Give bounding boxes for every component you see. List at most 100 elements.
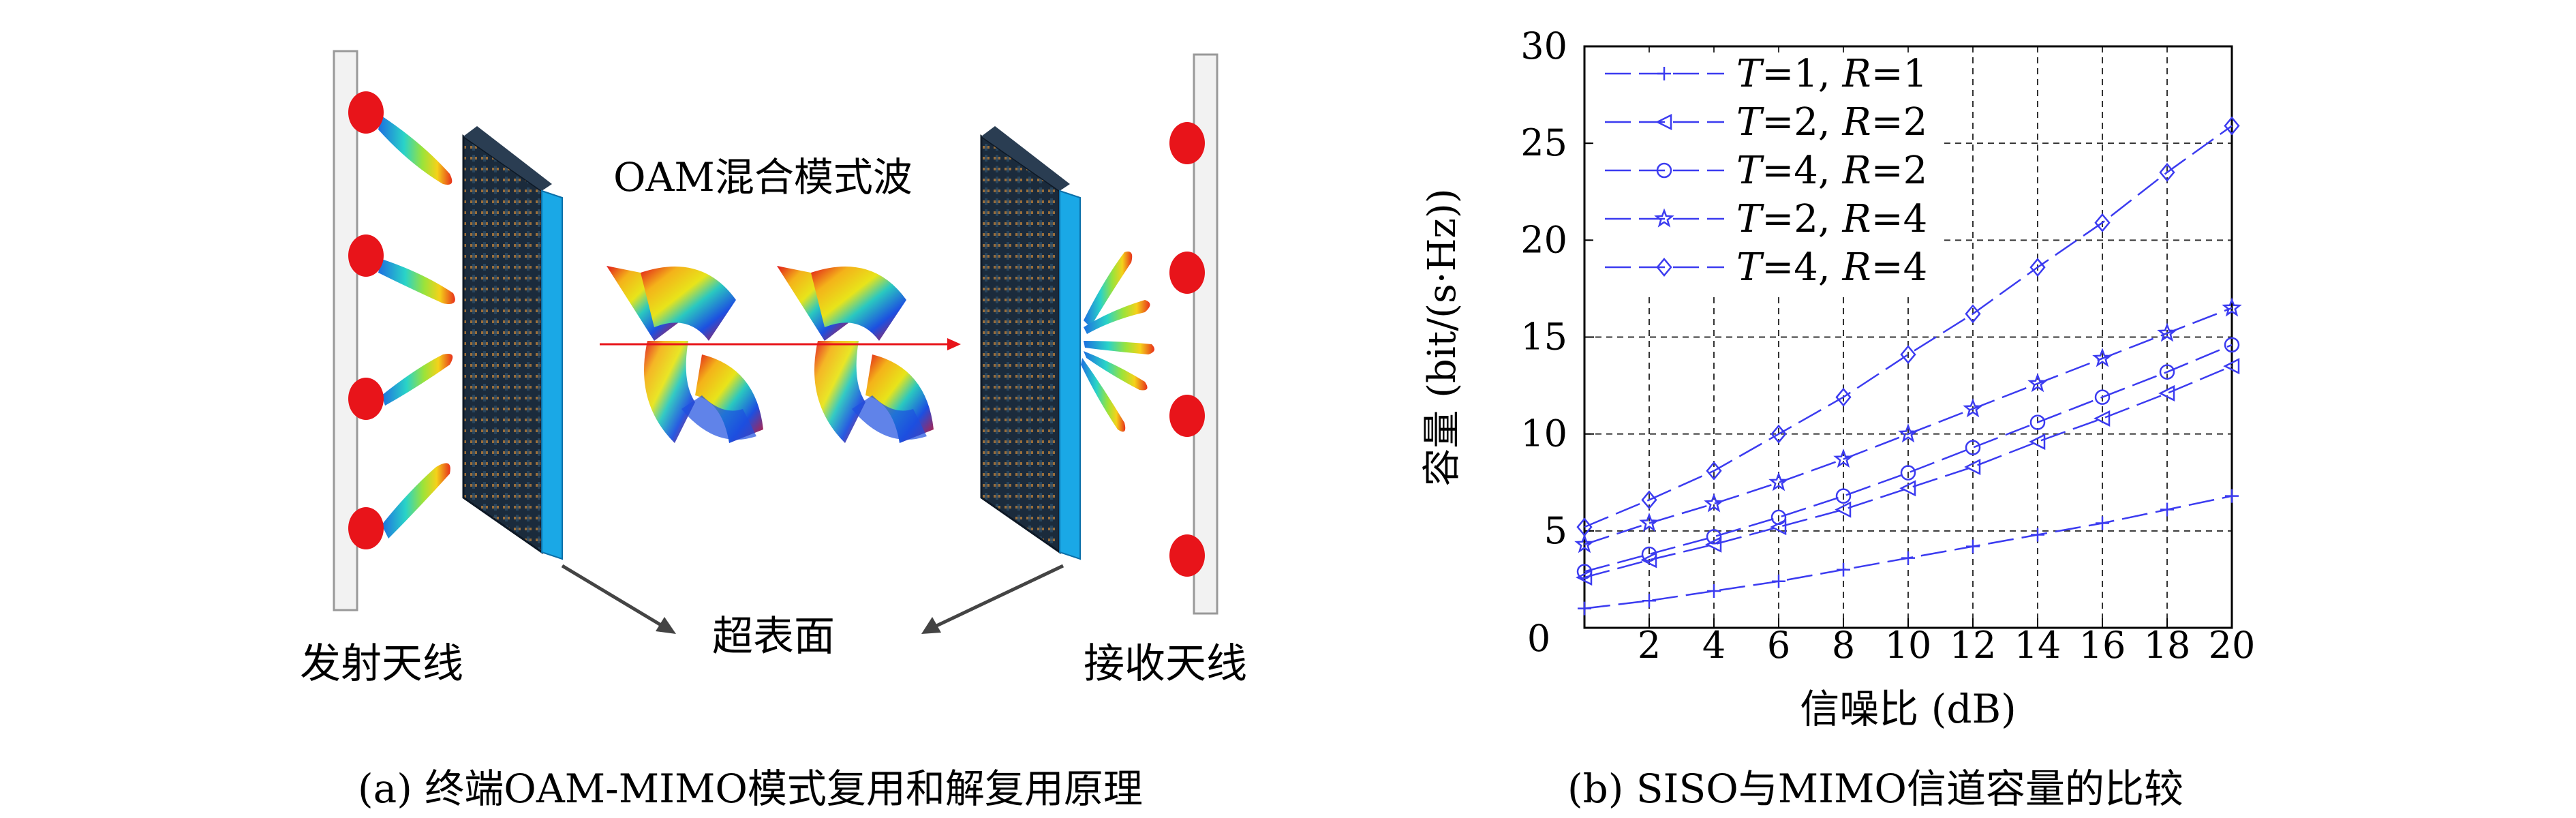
panel-b-caption: (b) SISO与MIMO信道容量的比较 <box>1567 766 2183 812</box>
data-point <box>1965 304 1981 324</box>
legend-label: T=2, R=4 <box>1736 197 1927 241</box>
receive-antenna-array <box>1169 53 1218 615</box>
y-axis-label: 容量 (bit/(s·Hz)) <box>1420 188 1465 486</box>
data-point <box>2224 337 2240 353</box>
data-point <box>1772 574 1785 588</box>
data-point <box>1707 584 1721 598</box>
data-point <box>2160 502 2174 517</box>
legend-marker <box>1655 113 1672 131</box>
legend-label: T=2, R=2 <box>1736 100 1927 145</box>
data-point <box>2027 373 2048 393</box>
receive-element-2 <box>1169 252 1205 294</box>
x-tick-label: 8 <box>1832 624 1855 667</box>
legend-item: T=1, R=1 <box>1605 52 1927 96</box>
data-point <box>2222 297 2242 317</box>
data-point <box>1705 536 1722 553</box>
x-tick-label: 6 <box>1767 624 1790 667</box>
series-line <box>1584 365 2233 579</box>
receive-antenna-rod <box>1193 53 1218 615</box>
data-point <box>1642 594 1656 608</box>
data-point <box>2094 213 2111 232</box>
transmit-element-2 <box>348 234 455 304</box>
legend-marker <box>1657 67 1671 80</box>
data-point <box>1576 517 1593 537</box>
data-point <box>2029 434 2046 451</box>
data-point <box>2094 410 2111 427</box>
x-tick-label: 12 <box>1950 624 1997 667</box>
series-line <box>1584 344 2233 573</box>
x-tick-label: 16 <box>2079 624 2126 667</box>
data-point <box>2092 348 2113 367</box>
x-tick-label: 0 <box>1527 617 1550 660</box>
data-point <box>1576 564 1593 579</box>
data-point <box>1770 424 1787 444</box>
data-point <box>1706 529 1722 545</box>
data-point <box>1965 440 1981 455</box>
x-tick-label: 18 <box>2144 624 2191 667</box>
data-point <box>1576 569 1593 586</box>
receive-element-3 <box>1169 395 1205 437</box>
transmit-element-4 <box>348 463 450 549</box>
metasurface-label: 超表面 <box>712 613 835 661</box>
data-point <box>2029 414 2046 430</box>
x-tick-label: 2 <box>1638 624 1661 667</box>
data-point <box>1704 493 1724 513</box>
data-point <box>1900 465 1916 481</box>
propagation-arrow-head <box>947 338 961 350</box>
legend-label: T=4, R=2 <box>1736 149 1927 193</box>
legend-item: T=4, R=4 <box>1605 245 1927 290</box>
data-point <box>2159 364 2175 380</box>
x-tick-label: 4 <box>1702 624 1726 667</box>
y-tick-label: 15 <box>1520 316 1567 359</box>
y-tick-label: 5 <box>1544 509 1567 552</box>
data-point <box>1835 488 1852 504</box>
legend-background <box>1593 55 1941 293</box>
oam-mixed-mode-wave <box>600 266 961 443</box>
oam-helix-2 <box>777 266 934 443</box>
legend-marker <box>1654 208 1674 228</box>
legend-label: T=4, R=4 <box>1736 245 1927 290</box>
data-point <box>2225 489 2239 503</box>
transmit-element-3 <box>348 354 453 420</box>
data-point <box>1574 534 1595 554</box>
series-2 <box>1576 358 2240 586</box>
legend-item: T=2, R=2 <box>1605 100 1927 145</box>
transmit-antenna-array <box>333 50 455 611</box>
transmit-metasurface <box>462 126 563 560</box>
data-point <box>2094 389 2111 405</box>
series-4 <box>1574 297 2242 554</box>
series-1 <box>1578 489 2239 616</box>
receive-element-4 <box>1169 534 1205 577</box>
series-line <box>1584 307 2233 545</box>
receive-metasurface <box>980 126 1081 560</box>
data-point <box>2223 358 2240 375</box>
data-point <box>1900 345 1916 365</box>
axis-ticks: 0 2 4 6 8 10 12 14 16 18 20 5 10 15 20 25 30 <box>1520 25 2255 667</box>
series-3 <box>1576 337 2240 579</box>
data-point <box>1639 512 1659 532</box>
data-point <box>1901 551 1915 565</box>
legend-label: T=1, R=1 <box>1736 52 1927 96</box>
data-point <box>1835 501 1852 518</box>
transmit-antenna-label: 发射天线 <box>300 640 463 688</box>
legend-item: T=4, R=2 <box>1605 149 1927 193</box>
data-point <box>2031 528 2044 542</box>
y-tick-label: 30 <box>1520 25 1567 67</box>
legend-marker <box>1656 258 1672 277</box>
x-axis-label: 信噪比 (dB) <box>1800 686 2016 732</box>
series-group <box>1574 116 2242 616</box>
data-point <box>1833 449 1854 468</box>
data-point <box>2157 322 2177 342</box>
x-tick-label: 10 <box>1885 624 1932 667</box>
y-tick-label: 10 <box>1520 412 1567 455</box>
panel-a-caption: (a) 终端OAM-MIMO模式复用和解复用原理 <box>358 766 1143 812</box>
data-point <box>1963 398 1983 418</box>
legend-item: T=2, R=4 <box>1605 197 1927 241</box>
data-point <box>1898 423 1918 443</box>
data-point <box>1640 551 1657 569</box>
y-tick-label: 25 <box>1520 121 1567 164</box>
data-point <box>1770 509 1787 526</box>
data-point <box>1899 480 1916 497</box>
data-point <box>2158 384 2175 402</box>
